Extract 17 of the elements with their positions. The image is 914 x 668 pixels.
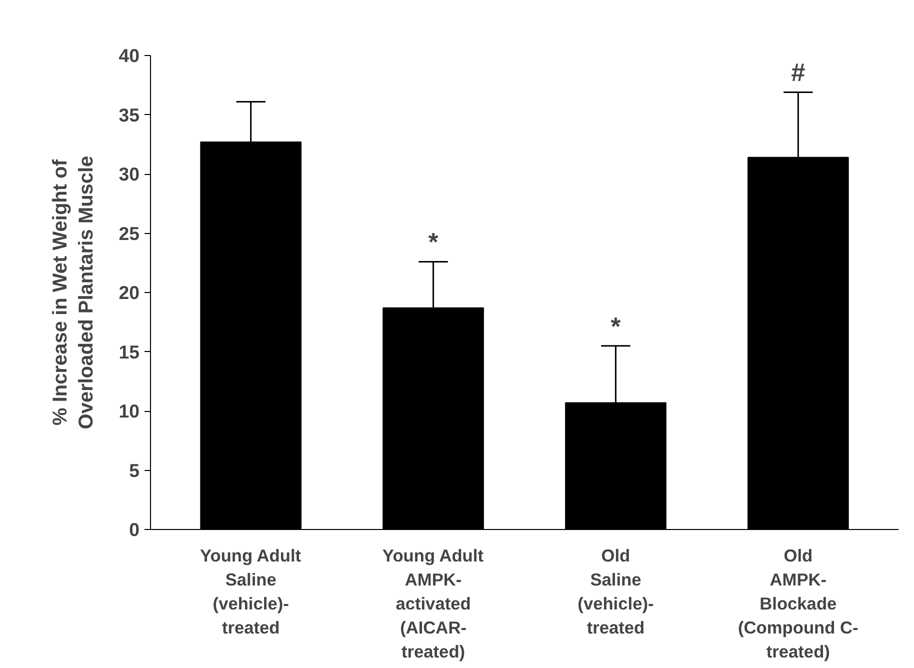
data-label: * xyxy=(428,228,438,257)
y-tick-label: 0 xyxy=(129,519,140,540)
y-tick-label: 25 xyxy=(118,222,140,244)
y-tick-label: 15 xyxy=(118,341,140,362)
y-tick-label: 35 xyxy=(118,104,140,126)
x-tick-label: Old Saline (vehicle)- treated xyxy=(578,546,654,638)
x-tick-label: Young Adult AMPK- activated (AICAR- treated) xyxy=(382,546,484,662)
x-tick-label: Old AMPK- Blockade (Compound C- treated) xyxy=(738,546,859,662)
data-label: # xyxy=(791,59,806,88)
y-tick-label: 30 xyxy=(118,164,140,184)
data-label: * xyxy=(610,312,621,341)
y-tick-label: 40 xyxy=(118,45,140,66)
x-tick-label: Young Adult Saline (vehicle)- treated xyxy=(200,546,302,638)
y-tick-label: 5 xyxy=(129,460,140,481)
y-axis-title: % Increase in Wet Weight of Overloaded Plantaris Muscle xyxy=(49,156,98,430)
y-tick-label: 20 xyxy=(118,282,140,303)
y-tick-label: 10 xyxy=(118,400,140,422)
